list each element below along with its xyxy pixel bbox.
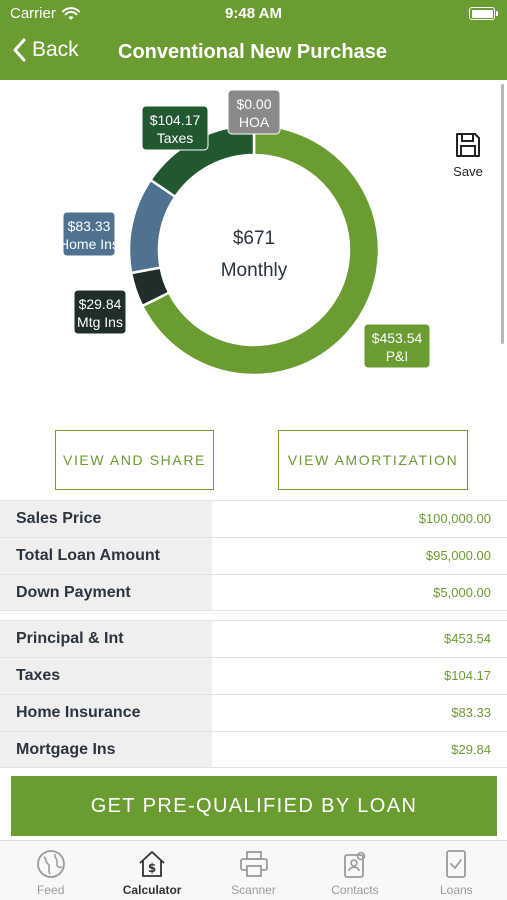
page-title: Conventional New Purchase — [118, 41, 387, 63]
tab-contacts[interactable]: Contacts — [304, 841, 405, 900]
svg-text:Home Ins: Home Ins — [59, 236, 119, 252]
status-time: 9:48 AM — [225, 5, 282, 22]
view-amortization-button[interactable]: VIEW AMORTIZATION — [278, 430, 468, 490]
row-label: Principal & Int — [0, 621, 212, 657]
slice-p-i — [140, 123, 381, 377]
svg-text:$0.00: $0.00 — [236, 96, 271, 112]
data-label-hoa: $0.00 HOA — [227, 89, 281, 135]
tab-label: Loans — [439, 883, 473, 897]
tab-calculator[interactable]: $ Calculator — [101, 841, 202, 900]
table-row: Principal & Int $453.54 — [0, 620, 507, 657]
house-dollar-icon: $ — [139, 851, 165, 877]
data-label-p-i: $453.54 P&I — [363, 323, 431, 369]
contacts-icon — [344, 851, 366, 878]
row-label: Total Loan Amount — [0, 538, 212, 574]
tab-loans[interactable]: Loans — [406, 841, 507, 900]
tab-label: Scanner — [231, 883, 276, 897]
svg-text:$104.17: $104.17 — [150, 112, 201, 128]
document-check-icon — [446, 850, 467, 878]
row-label: Home Insurance — [0, 695, 212, 731]
svg-text:$83.33: $83.33 — [68, 218, 111, 234]
svg-text:$453.54: $453.54 — [372, 330, 423, 346]
data-label-home-ins: $83.33 Home Ins — [59, 211, 119, 257]
svg-text:P&I: P&I — [386, 348, 409, 364]
row-label: Taxes — [0, 658, 212, 694]
svg-text:$: $ — [148, 861, 156, 875]
table-row: Taxes $104.17 — [0, 657, 507, 694]
loan-summary-table: Sales Price $100,000.00 Total Loan Amoun… — [0, 500, 507, 611]
back-label: Back — [32, 38, 79, 61]
center-value: $671 — [233, 228, 275, 249]
tab-feed[interactable]: Feed — [0, 841, 101, 900]
svg-text:Taxes: Taxes — [157, 130, 194, 146]
save-label: Save — [453, 164, 483, 179]
row-label: Down Payment — [0, 575, 212, 610]
row-label: Sales Price — [0, 501, 212, 537]
payment-breakdown-table: Principal & Int $453.54 Taxes $104.17 Ho… — [0, 620, 507, 768]
row-value: $453.54 — [444, 631, 491, 646]
save-button[interactable]: Save — [448, 132, 488, 179]
center-label: Monthly — [221, 260, 288, 281]
table-row: Home Insurance $83.33 — [0, 694, 507, 731]
tab-label: Calculator — [122, 883, 182, 897]
row-value: $29.84 — [451, 742, 491, 757]
globe-icon — [36, 850, 65, 878]
row-value: $95,000.00 — [425, 548, 491, 563]
tab-scanner[interactable]: Scanner — [203, 841, 304, 900]
carrier-label: Carrier — [10, 5, 56, 22]
slice-home-ins — [127, 178, 178, 275]
carrier-group: Carrier — [10, 5, 80, 22]
wifi-icon — [61, 6, 80, 20]
printer-icon — [239, 851, 268, 877]
row-label: Mortgage Ins — [0, 732, 212, 767]
get-pre-qualified-button[interactable]: GET PRE-QUALIFIED BY LOAN — [11, 776, 497, 836]
table-row: Mortgage Ins $29.84 — [0, 731, 507, 768]
payment-breakdown-chart: $671 Monthly $453.54 P&I $29.84 Mtg Ins $83.33… — [0, 80, 507, 420]
table-row: Down Payment $5,000.00 — [0, 574, 507, 611]
table-row: Total Loan Amount $95,000.00 — [0, 537, 507, 574]
row-value: $104.17 — [444, 668, 491, 683]
svg-text:HOA: HOA — [239, 114, 270, 130]
scroll-indicator[interactable] — [501, 84, 504, 344]
tab-bar: Feed $ Calculator Scanner Contacts Lo — [0, 840, 507, 900]
view-and-share-button[interactable]: VIEW AND SHARE — [55, 430, 214, 490]
floppy-disk-icon — [456, 133, 480, 157]
tab-label: Contacts — [331, 883, 379, 897]
svg-text:$29.84: $29.84 — [79, 296, 122, 312]
status-bar: Carrier 9:48 AM — [0, 0, 507, 28]
row-value: $100,000.00 — [418, 511, 491, 526]
row-value: $83.33 — [451, 705, 491, 720]
data-label-taxes: $104.17 Taxes — [141, 105, 209, 151]
donut-chart: $671 Monthly $453.54 P&I $29.84 Mtg Ins $83.33… — [59, 89, 431, 377]
table-row: Sales Price $100,000.00 — [0, 500, 507, 537]
battery-icon — [469, 7, 498, 20]
data-label-mtg-ins: $29.84 Mtg Ins — [73, 289, 127, 335]
chevron-left-icon — [13, 38, 26, 62]
row-value: $5,000.00 — [433, 585, 491, 600]
tab-label: Feed — [37, 883, 65, 897]
nav-bar: Back Conventional New Purchase — [0, 28, 507, 80]
back-button[interactable]: Back — [12, 38, 79, 62]
svg-text:Mtg Ins: Mtg Ins — [77, 314, 123, 330]
